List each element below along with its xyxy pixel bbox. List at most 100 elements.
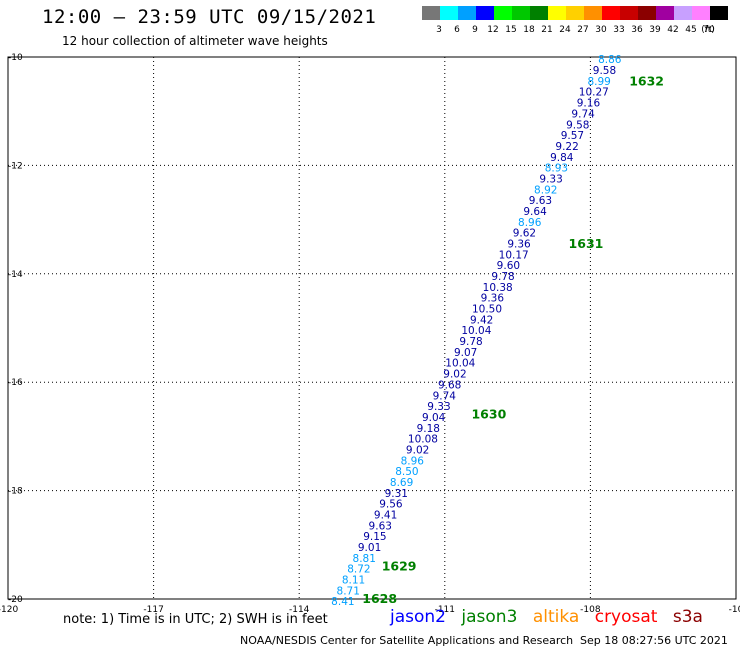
wave-height-label: 9.58 bbox=[566, 119, 589, 131]
latitude-tick-label: -12 bbox=[8, 161, 23, 171]
legend-label: 45 bbox=[685, 25, 696, 35]
wave-height-label: 9.74 bbox=[571, 108, 595, 120]
wave-height-label: 8.50 bbox=[395, 466, 418, 478]
units-note: note: 1) Time is in UTC; 2) SWH is in fe… bbox=[63, 612, 328, 627]
wave-height-label: 9.33 bbox=[539, 173, 562, 185]
legend-swatch bbox=[584, 6, 602, 20]
wave-height-label: 9.74 bbox=[433, 390, 457, 402]
wave-height-label: 8.93 bbox=[545, 163, 568, 175]
wave-height-label: 9.36 bbox=[507, 238, 531, 250]
legend-swatch bbox=[494, 6, 512, 20]
legend-label: 21 bbox=[541, 25, 552, 35]
legend-label: 3 bbox=[436, 25, 442, 35]
legend-swatch bbox=[674, 6, 692, 20]
longitude-tick-label: -111 bbox=[435, 605, 455, 615]
pass-time-label: 1632 bbox=[629, 73, 664, 88]
wave-height-label: 8.71 bbox=[337, 585, 360, 597]
wave-height-label: 9.01 bbox=[358, 542, 381, 554]
wave-height-label: 8.41 bbox=[331, 596, 354, 608]
wave-height-label: 9.56 bbox=[379, 499, 403, 511]
wave-height-label: 8.86 bbox=[598, 54, 622, 66]
legend-label: 70 bbox=[703, 25, 715, 35]
latitude-tick-label: -14 bbox=[8, 270, 23, 280]
legend-label: 15 bbox=[505, 25, 516, 35]
legend-label: 36 bbox=[631, 25, 643, 35]
latitude-tick-label: -10 bbox=[8, 53, 23, 63]
legend-swatch bbox=[530, 6, 548, 20]
map-subtitle: 12 hour collection of altimeter wave hei… bbox=[62, 34, 328, 48]
legend-label: 9 bbox=[472, 25, 478, 35]
wave-height-label: 9.63 bbox=[369, 520, 392, 532]
legend-swatch bbox=[476, 6, 494, 20]
legend-label: 30 bbox=[595, 25, 607, 35]
wave-height-label: 9.04 bbox=[422, 412, 446, 424]
legend-unit: (ft) bbox=[701, 25, 715, 35]
wave-height-label: 10.50 bbox=[472, 304, 502, 316]
legend-swatch bbox=[440, 6, 458, 20]
credit-line: NOAA/NESDIS Center for Satellite Applica… bbox=[240, 634, 574, 647]
legend-label: 42 bbox=[667, 25, 678, 35]
satellite-legend: jason2 jason3 altika cryosat s3a bbox=[390, 607, 713, 627]
wave-height-label: 9.16 bbox=[577, 98, 601, 110]
longitude-tick-label: -108 bbox=[580, 605, 601, 615]
wave-height-label: 9.63 bbox=[529, 195, 552, 207]
longitude-tick-label: -10 bbox=[729, 605, 740, 615]
legend-swatch bbox=[692, 6, 710, 20]
latitude-tick-label: -18 bbox=[8, 487, 23, 497]
wave-height-label: 10.04 bbox=[445, 358, 475, 370]
wave-height-label: 9.22 bbox=[555, 141, 578, 153]
wave-height-label: 8.69 bbox=[390, 477, 413, 489]
pass-time-label: 1631 bbox=[569, 236, 604, 251]
latitude-tick-label: -16 bbox=[8, 378, 23, 388]
wave-height-label: 8.92 bbox=[534, 184, 557, 196]
wave-height-label: 9.57 bbox=[561, 130, 584, 142]
legend-label: 39 bbox=[649, 25, 661, 35]
wave-height-label: 10.27 bbox=[579, 87, 609, 99]
legend-swatch bbox=[422, 6, 440, 20]
wave-height-label: 10.38 bbox=[483, 282, 513, 294]
satellite-jason3: jason3 bbox=[461, 607, 518, 627]
legend-swatch bbox=[620, 6, 638, 20]
wave-height-label: 9.15 bbox=[363, 531, 386, 543]
wave-height-label: 9.78 bbox=[459, 336, 482, 348]
wave-height-label: 10.04 bbox=[461, 325, 491, 337]
wave-height-label: 9.33 bbox=[427, 401, 450, 413]
legend-label: 12 bbox=[487, 25, 498, 35]
legend-label: 18 bbox=[523, 25, 535, 35]
wave-height-label: 9.60 bbox=[497, 260, 520, 272]
longitude-tick-label: -117 bbox=[143, 605, 163, 615]
wave-height-label: 9.41 bbox=[374, 509, 397, 521]
legend-label: 33 bbox=[613, 25, 624, 35]
satellite-s3a: s3a bbox=[672, 607, 703, 627]
wave-height-label: 8.11 bbox=[342, 575, 365, 587]
longitude-tick-label: -120 bbox=[0, 605, 18, 615]
satellite-altika: altika bbox=[532, 607, 580, 627]
generated-timestamp: Sep 18 08:27:56 UTC 2021 bbox=[580, 634, 728, 647]
wave-height-label: 9.64 bbox=[523, 206, 547, 218]
wave-height-label: 8.96 bbox=[401, 455, 425, 467]
legend-swatch bbox=[566, 6, 584, 20]
legend-swatch bbox=[602, 6, 620, 20]
legend-label: 24 bbox=[559, 25, 571, 35]
wave-height-label: 9.42 bbox=[470, 314, 493, 326]
legend-swatch bbox=[512, 6, 530, 20]
satellite-cryosat: cryosat bbox=[594, 607, 658, 627]
wave-height-label: 9.58 bbox=[593, 65, 616, 77]
map-title: 12:00 – 23:59 UTC 09/15/2021 bbox=[42, 6, 377, 28]
legend-swatch bbox=[656, 6, 674, 20]
wave-height-label: 9.36 bbox=[481, 293, 505, 305]
legend-label: 6 bbox=[454, 25, 460, 35]
wave-height-label: 9.02 bbox=[443, 369, 466, 381]
wave-height-label: 9.68 bbox=[438, 379, 461, 391]
color-legend: 3 6 9 12 15 18 21 24 27 30 33 36 39 42 45 70(ft) bbox=[422, 6, 728, 35]
pass-time-label: 1630 bbox=[471, 407, 506, 422]
wave-height-label: 10.17 bbox=[499, 249, 529, 261]
legend-swatch bbox=[638, 6, 656, 20]
legend-swatch bbox=[458, 6, 476, 20]
wave-height-label: 9.84 bbox=[550, 152, 574, 164]
map-frame bbox=[7, 56, 737, 600]
latitude-tick-label: -20 bbox=[8, 595, 23, 605]
wave-height-label: 9.62 bbox=[513, 228, 536, 240]
longitude-tick-label: -114 bbox=[289, 605, 310, 615]
